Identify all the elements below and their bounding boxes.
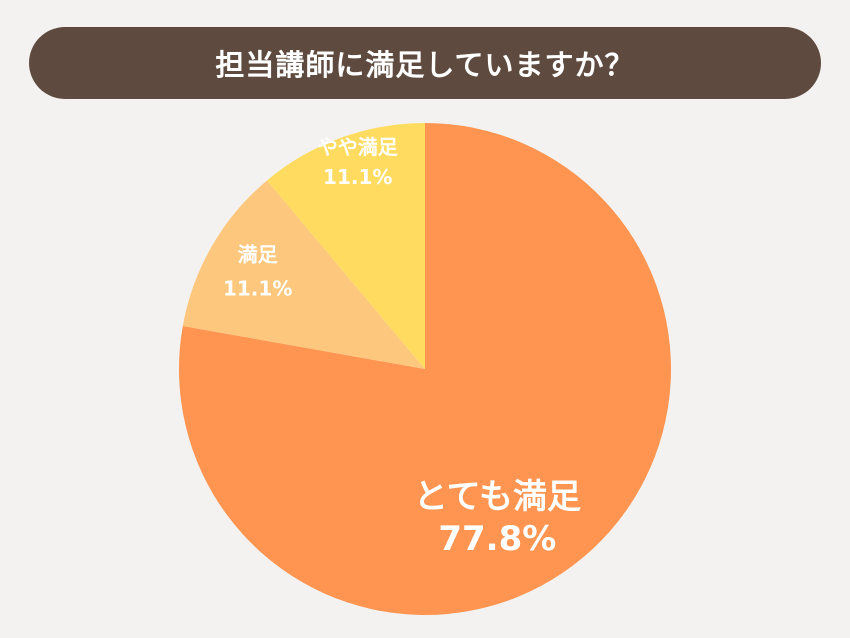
pie-slices [179, 123, 672, 615]
pie-slice-1 [179, 123, 672, 615]
chart-title-bar: 担当講師に満足していますか？ [29, 27, 821, 99]
slice-label-1: とても満足 [414, 477, 581, 517]
slice-value-label-3: 11.1% [323, 165, 392, 189]
slice-label-2: 満足 [238, 242, 279, 266]
pie-slice-3 [267, 123, 425, 369]
pie-slice-2 [182, 180, 425, 369]
slice-label-3: やや満足 [318, 135, 399, 159]
chart-title: 担当講師に満足していますか？ [215, 48, 635, 82]
slice-value-label-2: 11.1% [223, 276, 292, 300]
slice-value-label-1: 77.8% [438, 519, 556, 559]
